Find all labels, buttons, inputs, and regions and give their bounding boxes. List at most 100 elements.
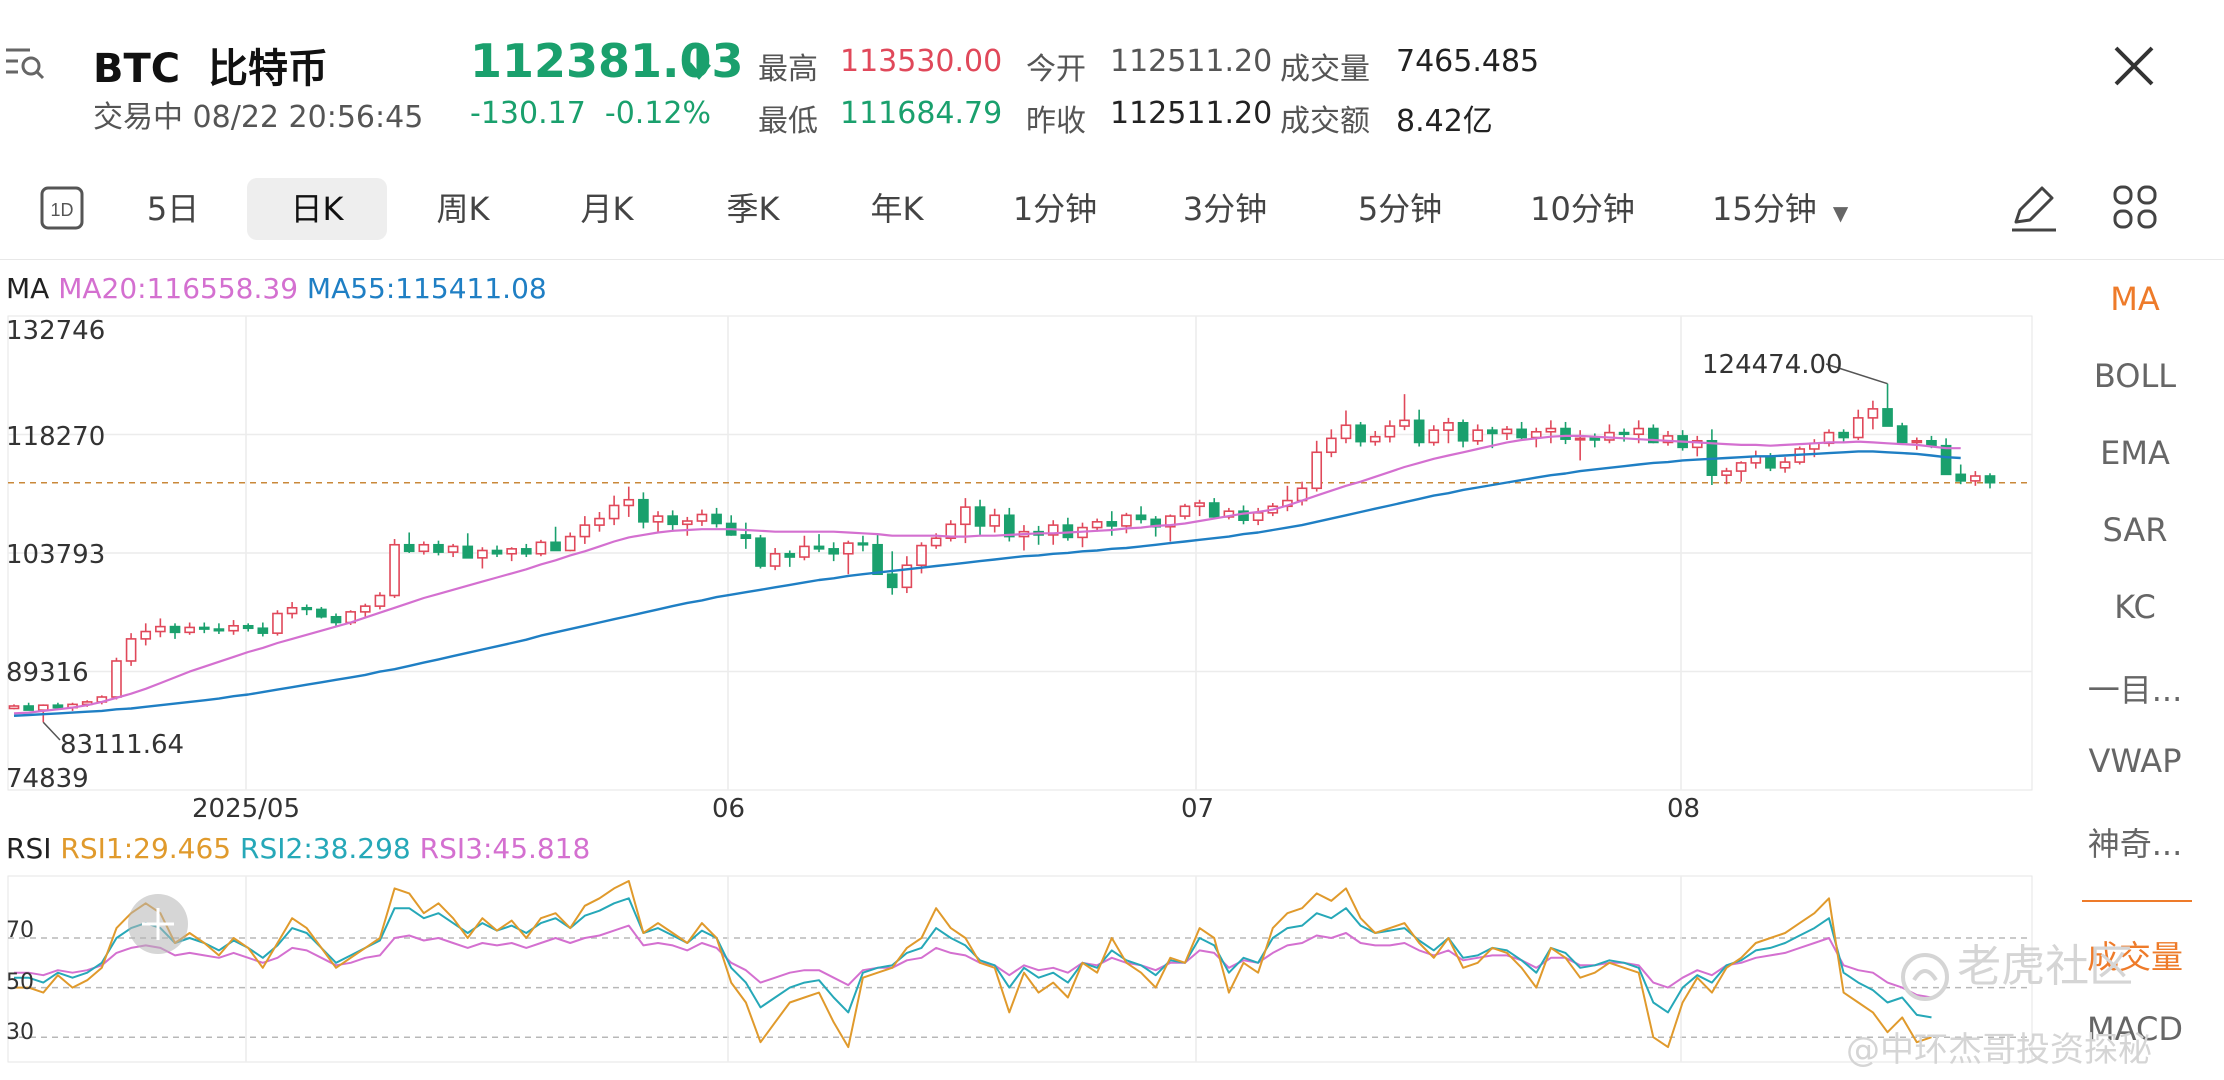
- candle-up: [477, 549, 488, 559]
- candle-down: [520, 548, 532, 555]
- trade-status: 交易中 08/22 20:56:45: [93, 92, 423, 136]
- tab-weekly-k[interactable]: 周K: [436, 190, 490, 228]
- candle-down: [1560, 427, 1571, 440]
- candle-up: [989, 514, 1001, 527]
- y-tick-label: 132746: [6, 316, 106, 346]
- candle-up: [608, 504, 620, 520]
- x-tick-label: 07: [1181, 794, 1215, 824]
- indicator-boll[interactable]: BOLL: [2093, 357, 2177, 395]
- low-price-label: 83111.64: [60, 730, 185, 760]
- candle-up: [359, 605, 371, 613]
- stat-high-label: 最高: [758, 52, 818, 87]
- candle-down: [1765, 455, 1776, 469]
- candle-up: [1545, 427, 1557, 433]
- candle-up: [1194, 502, 1205, 508]
- candle-up: [1530, 430, 1542, 439]
- stat-turnover-value: 8.42亿: [1396, 104, 1493, 139]
- candle-up: [1501, 428, 1513, 435]
- tab-1min[interactable]: 1分钟: [1012, 190, 1098, 228]
- candle-up: [8, 705, 20, 710]
- stat-volume-label: 成交量: [1280, 52, 1370, 87]
- period-1d-icon[interactable]: 1D: [40, 186, 84, 230]
- candle-up: [140, 630, 152, 640]
- tab-15min-dropdown[interactable]: 15分钟 ▼: [1712, 178, 1862, 240]
- candle-up: [696, 513, 708, 522]
- x-tick-label: 08: [1667, 794, 1701, 824]
- indicator-ema[interactable]: EMA: [2100, 434, 2170, 472]
- menu-search-icon[interactable]: [4, 44, 46, 82]
- candle-up: [960, 506, 971, 526]
- candle-up: [1574, 437, 1586, 441]
- stat-prevclose-label: 昨收: [1026, 104, 1086, 139]
- tab-5min[interactable]: 5分钟: [1357, 190, 1443, 228]
- candle-up: [564, 535, 576, 552]
- high-price-leader: [1825, 363, 1888, 385]
- candle-up: [447, 545, 459, 553]
- crosshair-icon: [142, 908, 174, 940]
- rsi2-legend: RSI2:38.298: [240, 832, 411, 865]
- indicator-ichimoku[interactable]: 一目...: [2087, 671, 2183, 709]
- candle-up: [842, 542, 854, 555]
- candle-down: [1135, 514, 1147, 521]
- candle-up: [228, 624, 239, 632]
- draw-pen-icon[interactable]: [2008, 180, 2060, 234]
- candle-up: [901, 564, 913, 589]
- trade-datetime: 08/22 20:56:45: [192, 100, 424, 135]
- candle-up: [506, 548, 517, 555]
- candle-down: [1940, 444, 1952, 476]
- tab-monthly-k[interactable]: 月K: [580, 190, 634, 228]
- candle-down: [1896, 425, 1908, 444]
- candle-up: [535, 541, 547, 555]
- candle-up: [945, 523, 957, 540]
- candle-up: [1325, 437, 1337, 454]
- tab-daily-k[interactable]: 日K: [247, 178, 387, 240]
- tab-5day[interactable]: 5日: [146, 190, 200, 228]
- side-active-underline: [2082, 900, 2192, 902]
- calendar-1d-icon: 1D: [40, 186, 84, 230]
- rsi-y-tick: 70: [6, 918, 34, 943]
- candle-down: [740, 534, 752, 540]
- indicator-kc[interactable]: KC: [2114, 588, 2156, 626]
- tab-yearly-k[interactable]: 年K: [870, 190, 924, 228]
- indicator-magic[interactable]: 神奇...: [2087, 825, 2183, 863]
- candle-down: [23, 705, 34, 711]
- indicator-volume[interactable]: 成交量: [2086, 938, 2183, 976]
- stat-volume-value: 7465.485: [1396, 44, 1540, 79]
- candle-up: [1369, 435, 1381, 443]
- candle-up: [1721, 470, 1732, 476]
- stat-high-value: 113530.00: [840, 44, 1003, 79]
- candle-up: [389, 543, 400, 597]
- grid-layout-icon[interactable]: [2112, 184, 2158, 230]
- candle-down: [755, 537, 766, 567]
- candle-up: [272, 612, 283, 634]
- rsi-legend: RSI RSI1:29.465 RSI2:38.298 RSI3:45.818: [6, 832, 590, 865]
- candle-up: [1091, 521, 1103, 529]
- tab-3min[interactable]: 3分钟: [1182, 190, 1268, 228]
- candle-down: [1487, 429, 1498, 435]
- candle-up: [594, 517, 605, 526]
- candle-up: [1662, 435, 1674, 444]
- indicator-vwap[interactable]: VWAP: [2088, 742, 2182, 780]
- candle-up: [1252, 512, 1264, 521]
- candle-up: [418, 543, 430, 553]
- y-tick-label: 118270: [6, 422, 106, 452]
- rsi2-line: [14, 897, 1932, 1019]
- candle-up: [1852, 417, 1864, 439]
- indicator-macd[interactable]: MACD: [2087, 1010, 2183, 1048]
- candle-down: [1238, 510, 1249, 521]
- indicator-ma[interactable]: MA: [2110, 280, 2160, 318]
- y-tick-label: 89316: [6, 658, 89, 688]
- indicator-sar[interactable]: SAR: [2102, 511, 2168, 549]
- rsi1-legend: RSI1:29.465: [60, 832, 232, 865]
- close-icon[interactable]: [2110, 42, 2158, 90]
- price-change-pct: -0.12%: [604, 96, 712, 131]
- x-tick-label: 2025/05: [192, 794, 301, 824]
- tab-quarterly-k[interactable]: 季K: [726, 190, 780, 228]
- crosshair-button[interactable]: [128, 894, 188, 954]
- candle-down: [1984, 475, 1996, 484]
- candle-up: [37, 704, 49, 711]
- high-price-label: 124474.00: [1702, 350, 1843, 380]
- tab-10min[interactable]: 10分钟: [1530, 190, 1635, 228]
- candle-down: [257, 627, 269, 634]
